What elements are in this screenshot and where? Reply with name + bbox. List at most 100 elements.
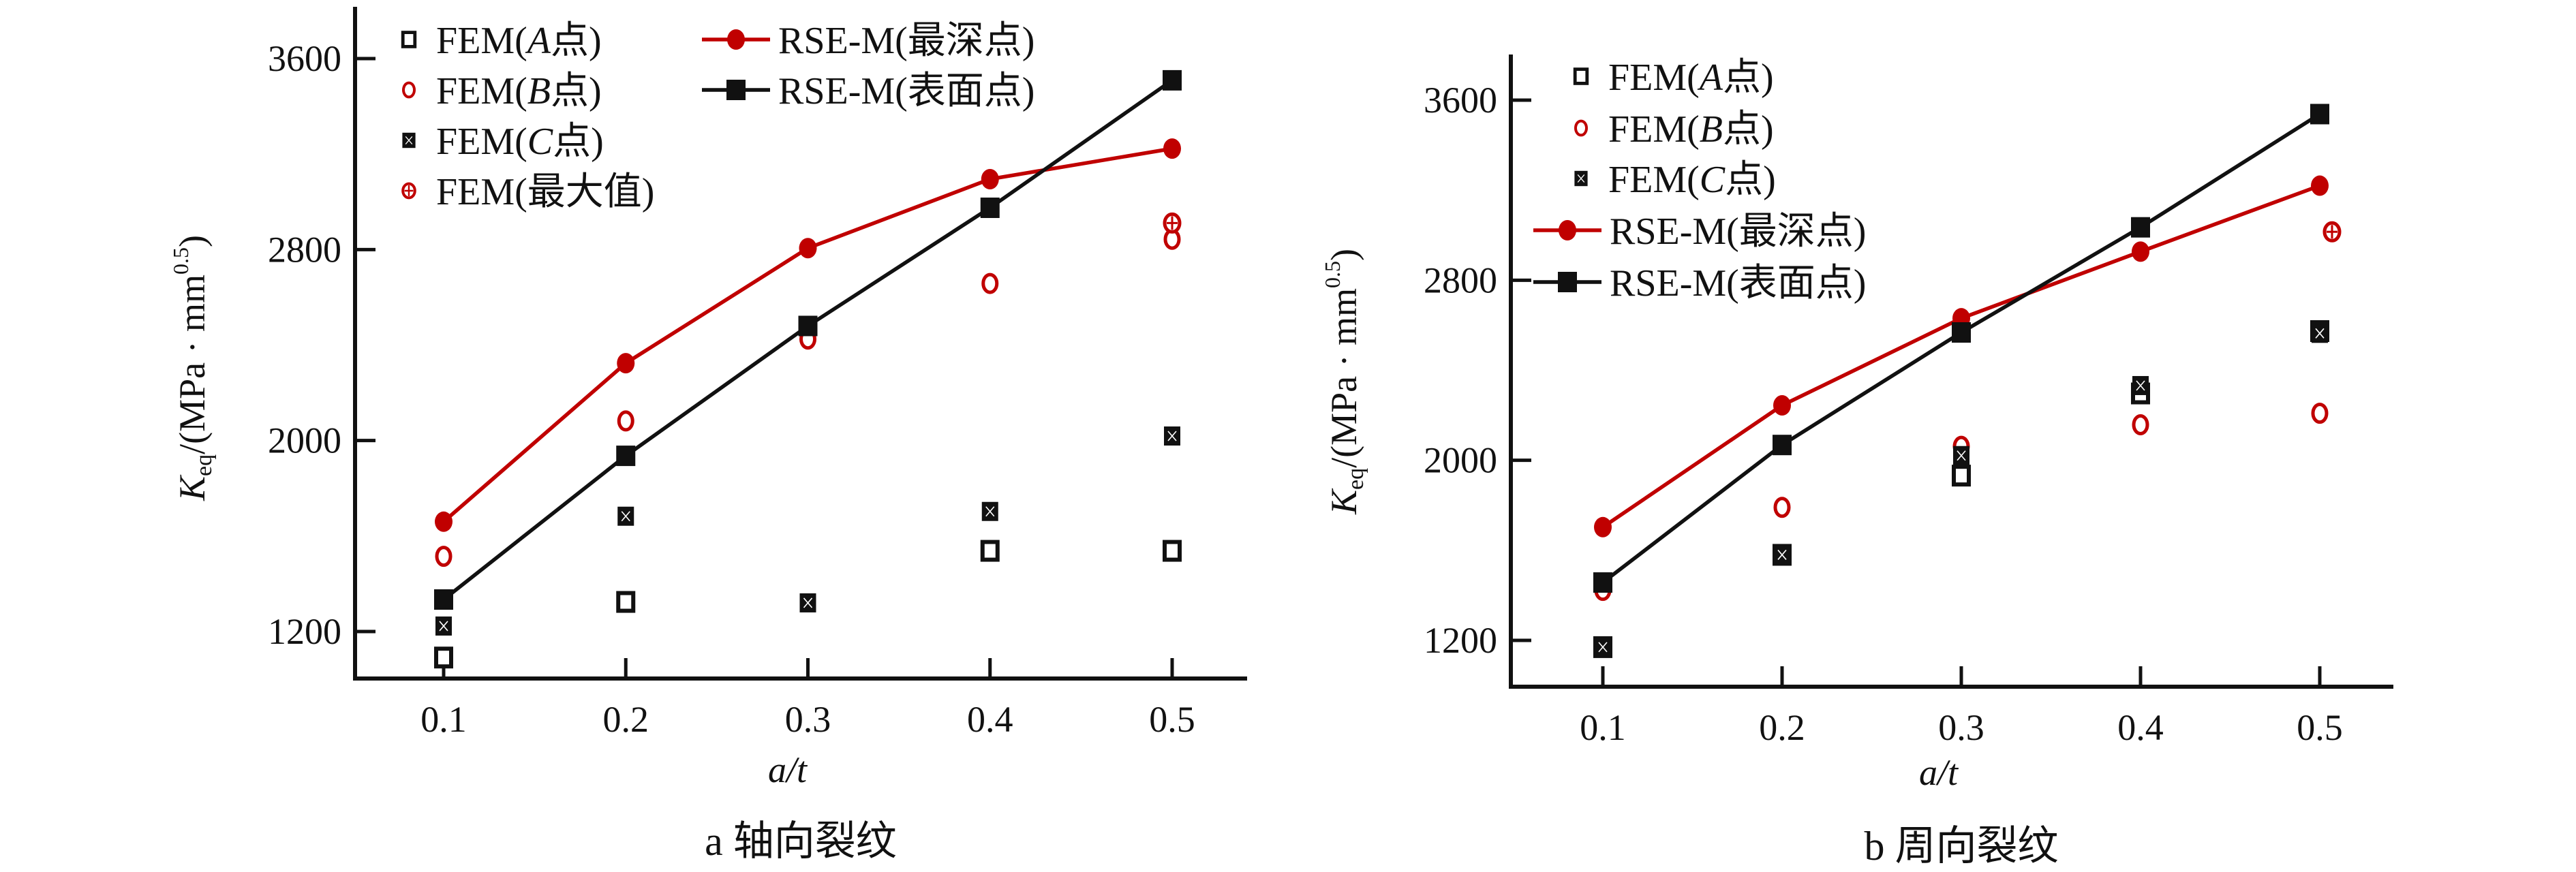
legend-marker	[1574, 170, 1588, 187]
legend-item: RSE-M(表面点)	[1533, 262, 1866, 305]
legend-label: RSE-M(最深点)	[1610, 211, 1866, 253]
legend-label-post: 点)	[1725, 159, 1776, 201]
legend-marker	[402, 81, 416, 99]
x-tick-label: 0.2	[603, 699, 649, 740]
data-point-series-4	[617, 353, 635, 374]
legend-label-italic: A	[1697, 57, 1723, 99]
legend-label-pre: FEM(最大值)	[436, 171, 654, 213]
data-point-series-4	[1773, 395, 1791, 416]
legend-label-pre: RSE-M(表面点)	[778, 70, 1034, 112]
y-tick-label: 2800	[1424, 260, 1497, 300]
data-point-series-2	[617, 506, 634, 526]
legend-item: FEM(A点)	[401, 20, 602, 62]
marker-cross	[1167, 216, 1178, 230]
data-point-series-2	[1164, 426, 1180, 446]
legend-item: RSE-M(最深点)	[702, 20, 1034, 62]
legend-item: RSE-M(最深点)	[1533, 211, 1866, 253]
y-title-sub: eq	[1343, 468, 1368, 490]
data-point-series-4	[799, 238, 817, 259]
y-title-k: K	[1323, 488, 1364, 515]
y-title-close: )	[172, 235, 213, 247]
y-tick-label: 3600	[268, 38, 341, 79]
legend-label-post: 点)	[1723, 108, 1774, 151]
marker-cross	[1598, 642, 1608, 653]
x-tick-label: 0.3	[785, 699, 831, 740]
data-point-series-5	[1593, 572, 1612, 593]
y-axis-title: Keq/(MPa · mm0.5)	[1320, 249, 1368, 515]
y-title-k: K	[172, 474, 213, 501]
data-point-series-0	[980, 540, 1000, 562]
data-point-series-5	[798, 315, 818, 337]
legend-label: FEM(B点)	[436, 70, 602, 112]
legend-label-pre: FEM(	[1608, 108, 1700, 151]
data-point-series-2	[2312, 324, 2328, 343]
data-point-series-2	[2132, 375, 2149, 395]
data-point-series-5	[1952, 322, 1971, 343]
data-point-series-4	[981, 168, 999, 189]
data-point-series-1	[981, 272, 999, 294]
marker-cross	[1577, 174, 1585, 183]
data-point-series-2	[1595, 637, 1611, 657]
legend-label-pre: FEM(	[1608, 159, 1700, 201]
legend-label-post: 点)	[551, 20, 602, 62]
legend-marker	[1573, 67, 1589, 85]
data-point-series-1	[2132, 414, 2149, 435]
marker-cross	[621, 511, 630, 522]
x-tick-label: 0.1	[420, 699, 467, 740]
legend-marker	[727, 29, 745, 50]
legend-label: RSE-M(表面点)	[1610, 262, 1866, 305]
legend-item: FEM(A点)	[1573, 57, 1774, 99]
marker-cross	[2315, 328, 2325, 339]
legend-item: FEM(最大值)	[401, 171, 654, 213]
legend-label: FEM(A点)	[436, 20, 602, 62]
legend-label-pre: FEM(	[436, 121, 527, 163]
legend-label-post: 点)	[553, 121, 604, 163]
legend-label-pre: FEM(	[1608, 57, 1700, 99]
legend-label-pre: FEM(	[436, 70, 527, 112]
marker-cross	[1957, 450, 1966, 461]
data-point-series-0	[434, 647, 453, 669]
legend-marker	[726, 80, 746, 100]
marker-cross	[1777, 549, 1787, 560]
marker-cross	[405, 136, 413, 145]
legend-marker	[401, 31, 417, 48]
data-point-series-4	[435, 511, 453, 532]
data-point-series-3	[2322, 221, 2342, 243]
data-point-series-2	[799, 593, 816, 612]
marker-cross	[2136, 380, 2145, 391]
y-tick-label: 2000	[1424, 440, 1497, 481]
y-title-unit: /(MPa · mm	[172, 275, 213, 454]
legend-item: FEM(B点)	[1574, 108, 1774, 151]
data-point-series-5	[434, 589, 453, 610]
data-point-series-2	[981, 501, 998, 521]
data-point-series-2	[1774, 545, 1790, 565]
legend-label-italic: C	[1700, 159, 1726, 201]
data-point-series-1	[2311, 403, 2329, 424]
data-point-series-5	[980, 198, 1000, 219]
y-title-sup: 0.5	[168, 247, 193, 275]
chart-b-circumferential-crack: 1200 2000 2800 3600 0.1 0.2 0.3 0.4 0.5 a/t Keq/(M…	[1320, 54, 2393, 869]
legend-label: FEM(C点)	[436, 121, 604, 163]
legend-marker	[1574, 119, 1588, 137]
legend-marker	[402, 132, 416, 149]
legend-label: RSE-M(表面点)	[778, 70, 1034, 112]
marker-cross	[404, 185, 414, 196]
y-title-sup: 0.5	[1320, 261, 1345, 288]
data-point-series-1	[617, 410, 634, 432]
data-point-series-2	[435, 616, 452, 636]
data-point-series-4	[2132, 241, 2149, 262]
y-title-close: )	[1323, 249, 1364, 261]
legend-label: FEM(C点)	[1608, 159, 1776, 201]
x-tick-label: 0.4	[967, 699, 1013, 740]
x-tick-label: 0.3	[1938, 707, 1984, 748]
chart-caption: b 周向裂纹	[1865, 824, 2059, 869]
data-point-series-4	[1594, 516, 1612, 538]
marker-cross	[439, 621, 448, 632]
data-point-series-5	[616, 446, 636, 467]
legend-label: RSE-M(最深点)	[778, 20, 1034, 62]
legend-label: FEM(A点)	[1608, 57, 1774, 99]
marker-cross	[1167, 431, 1177, 441]
data-point-series-2	[1953, 446, 1969, 465]
legend-marker	[401, 182, 416, 200]
data-point-series-0	[616, 591, 636, 613]
